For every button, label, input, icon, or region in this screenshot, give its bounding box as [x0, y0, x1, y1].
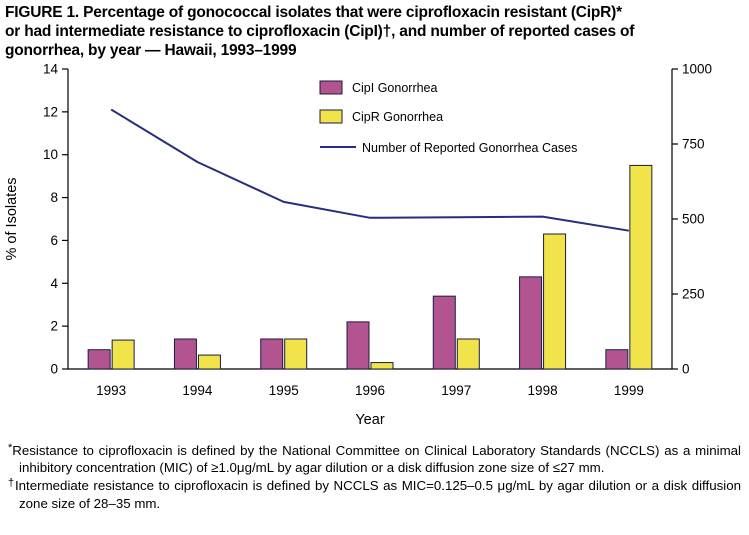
figure-title: FIGURE 1. Percentage of gonococcal isola…	[0, 0, 749, 61]
legend-label-cipr-gonorrhea: CipR Gonorrhea	[352, 110, 443, 124]
footnotes: *Resistance to ciprofloxacin is defined …	[0, 438, 749, 512]
figure-title-line-3: gonorrhea, by year — Hawaii, 1993–1999	[5, 41, 297, 59]
right-axis-tick-label: 1000	[682, 61, 712, 76]
left-axis-title: % of Isolates	[4, 177, 20, 260]
bar-cipi-gonorrhea-1996	[346, 321, 370, 370]
x-axis-title: Year	[355, 412, 384, 428]
chart-area: 0 2 4 6 8 10 12 14 0 250 500 750 1000 1993 1994 1995 199…	[0, 61, 749, 438]
footnote-dagger-text: Intermediate resistance to ciprofloxacin…	[14, 478, 741, 511]
right-axis-tick-label: 250	[682, 286, 705, 301]
x-axis-year-label: 1996	[355, 383, 385, 398]
bar-cipr-gonorrhea-1997	[456, 338, 480, 370]
x-axis-year-label: 1994	[182, 383, 213, 398]
bar-cipi-gonorrhea-1993	[87, 348, 111, 370]
left-axis-tick-label: 10	[43, 147, 58, 162]
footnote-dagger-marker: †	[8, 477, 15, 490]
legend-swatch-cipi-gonorrhea	[319, 80, 343, 95]
bar-cipr-gonorrhea-1996	[370, 361, 394, 370]
left-axis-tick-label: 2	[50, 318, 58, 333]
footnote-star-marker: *	[8, 441, 13, 454]
right-axis-tick-label: 0	[682, 361, 690, 376]
right-axis-tick-label: 500	[682, 211, 705, 226]
x-axis-year-label: 1993	[96, 383, 126, 398]
figure-title-line-1: FIGURE 1. Percentage of gonococcal isola…	[5, 4, 622, 21]
left-axis-tick-label: 6	[50, 233, 58, 248]
legend-label-cipi-gonorrhea: CipI Gonorrhea	[352, 81, 438, 95]
left-axis-tick-label: 8	[50, 190, 58, 205]
left-axis-tick-label: 12	[43, 104, 58, 119]
footnote-dagger: †Intermediate resistance to ciprofloxaci…	[8, 476, 741, 512]
bar-cipi-gonorrhea-1998	[519, 276, 543, 370]
bar-cipr-gonorrhea-1993	[111, 339, 135, 370]
bar-cipr-gonorrhea-1999	[629, 164, 653, 370]
right-axis-tick-label: 750	[682, 136, 705, 151]
figure-title-line-2: or had intermediate resistance to ciprof…	[5, 22, 635, 40]
left-axis-tick-label: 4	[50, 276, 58, 291]
footnote-star-text: Resistance to ciprofloxacin is defined b…	[12, 442, 741, 475]
gonorrhea-chart: 0 2 4 6 8 10 12 14 0 250 500 750 1000 1993 1994 1995 199…	[4, 61, 712, 428]
x-axis-year-label: 1998	[528, 383, 558, 398]
x-axis-year-label: 1995	[269, 383, 299, 398]
left-axis-tick-label: 14	[43, 61, 59, 76]
cases-line	[110, 108, 630, 232]
legend-swatch-cipr-gonorrhea	[319, 109, 343, 124]
x-axis-year-label: 1997	[441, 383, 471, 398]
bar-cipi-gonorrhea-1997	[432, 295, 456, 370]
bar-cipr-gonorrhea-1998	[543, 233, 567, 370]
bar-cipr-gonorrhea-1995	[284, 338, 308, 370]
bar-cipi-gonorrhea-1995	[260, 338, 284, 370]
left-axis-tick-label: 0	[50, 361, 58, 376]
bar-cipi-gonorrhea-1999	[605, 348, 629, 370]
x-axis-year-label: 1999	[614, 383, 644, 398]
bar-cipi-gonorrhea-1994	[173, 338, 197, 370]
footnote-star: *Resistance to ciprofloxacin is defined …	[8, 441, 741, 477]
bar-cipr-gonorrhea-1994	[197, 354, 221, 370]
legend-label-number-of-reported-gonorrhea-cases: Number of Reported Gonorrhea Cases	[362, 141, 577, 155]
